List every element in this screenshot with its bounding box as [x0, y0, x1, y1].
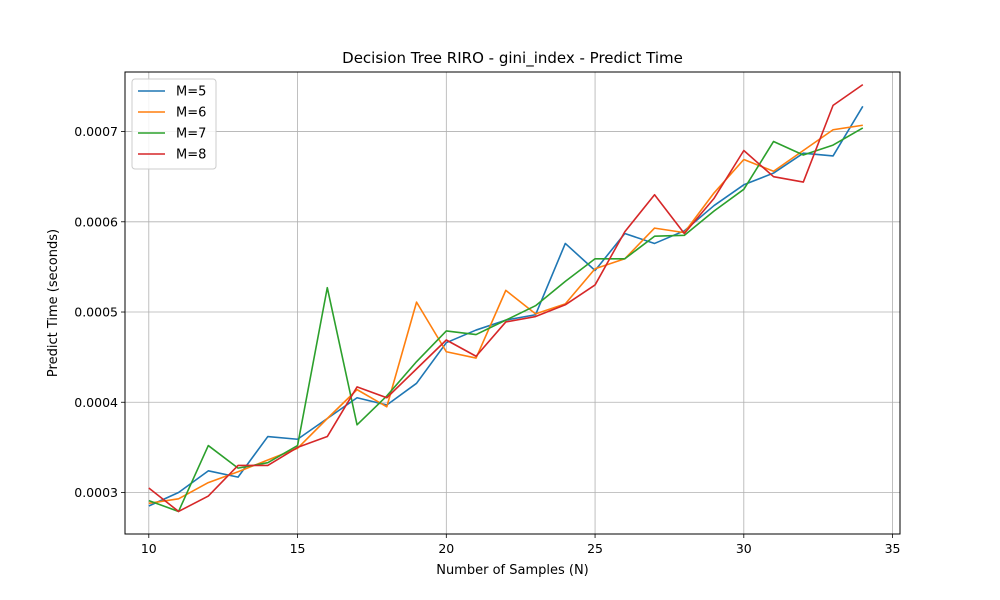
grid — [125, 72, 900, 534]
plot-series — [148, 83, 864, 513]
y-tick-label: 0.0006 — [74, 214, 118, 229]
series-line-m6 — [148, 124, 863, 505]
x-tick-label: 20 — [438, 541, 454, 556]
axis-ticks: 10 15 20 25 30 35 0.0003 0.0004 0.0005 0.0006 0.00… — [74, 124, 900, 556]
y-tick-label: 0.0003 — [74, 485, 118, 500]
y-tick-label: 0.0007 — [74, 124, 118, 139]
x-tick-label: 15 — [290, 541, 306, 556]
x-tick-label: 10 — [141, 541, 157, 556]
x-tick-label: 35 — [885, 541, 901, 556]
legend-label: M=8 — [176, 148, 206, 163]
legend-label: M=5 — [176, 85, 206, 100]
legend-label: M=7 — [176, 127, 206, 142]
y-tick-label: 0.0004 — [74, 395, 118, 410]
x-tick-label: 25 — [587, 541, 603, 556]
series-line-m7 — [148, 127, 864, 513]
legend-label: M=6 — [176, 106, 206, 121]
x-axis-label: Number of Samples (N) — [436, 563, 589, 578]
x-tick-label: 30 — [736, 541, 752, 556]
legend-box — [131, 78, 217, 170]
plot-frame — [124, 71, 901, 535]
y-axis-label: Predict Time (seconds) — [46, 229, 61, 377]
chart-title: Decision Tree RIRO - gini_index - Predic… — [342, 49, 683, 68]
series-line-m8 — [148, 83, 864, 513]
legend: M=5 M=6 M=7 M=8 — [131, 78, 217, 170]
y-tick-label: 0.0005 — [74, 305, 118, 320]
